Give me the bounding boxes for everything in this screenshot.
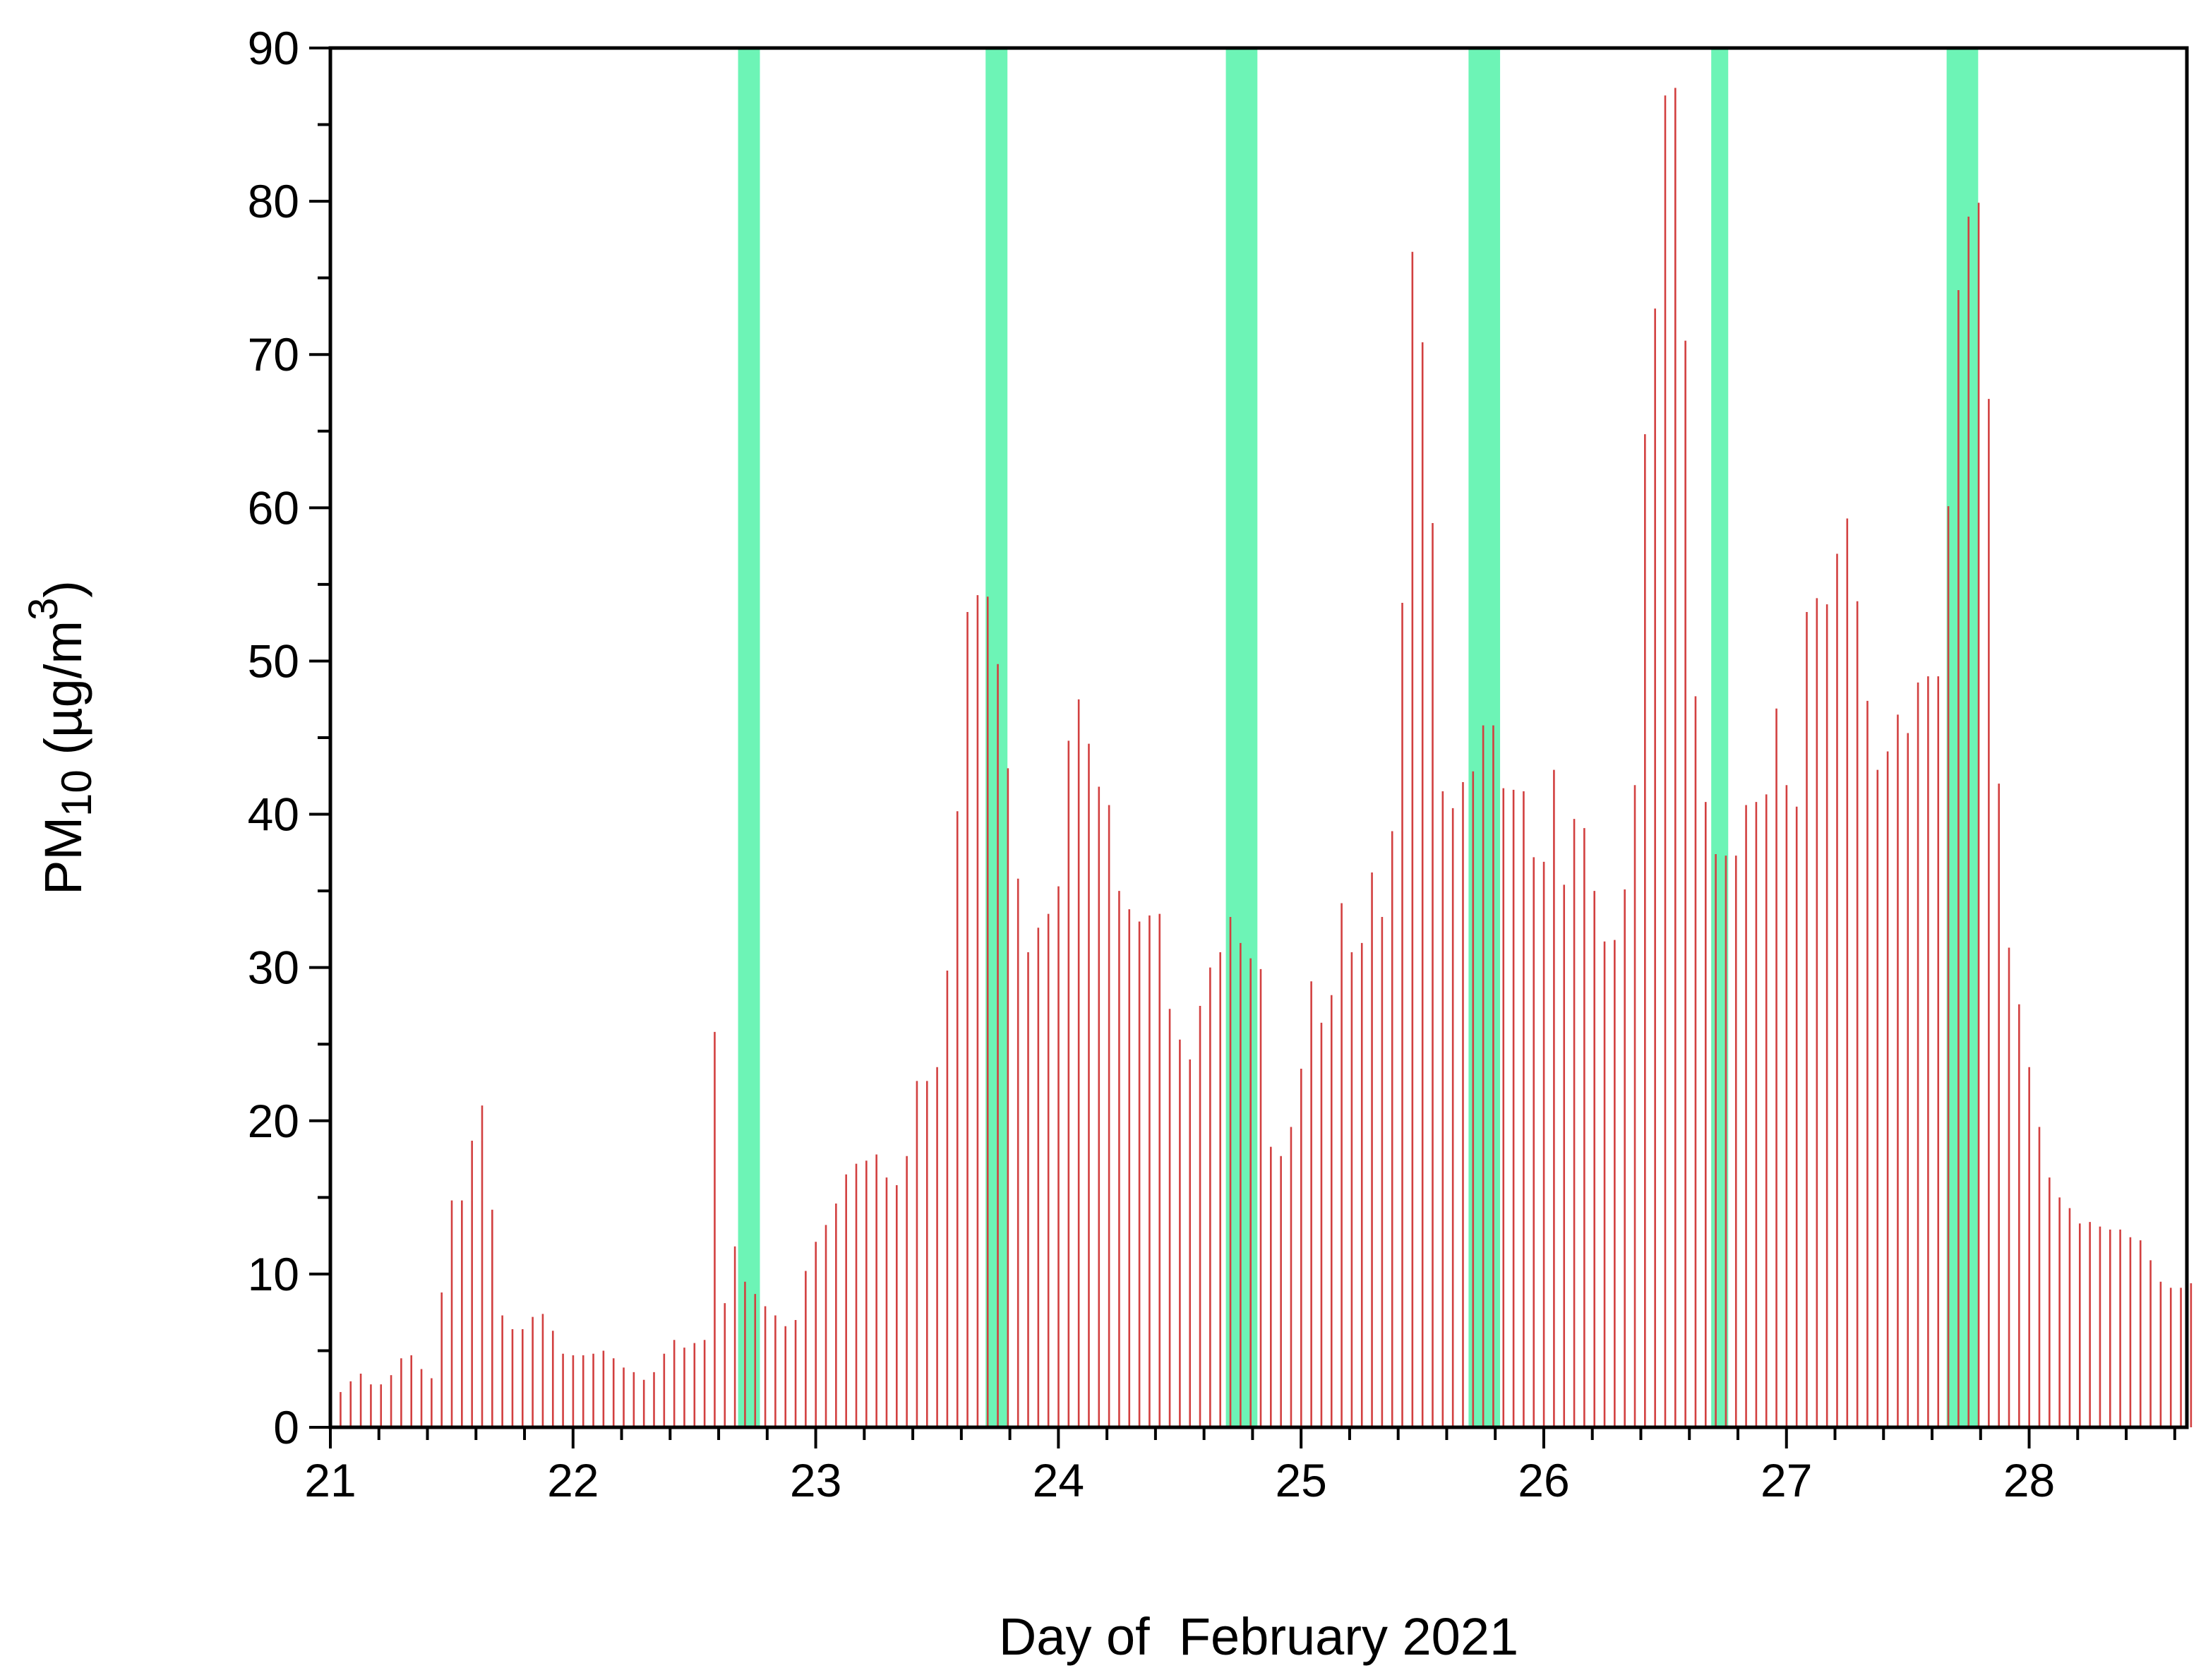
x-tick-label: 25 <box>1275 1454 1326 1506</box>
shaded-band-5 <box>1946 48 1979 1427</box>
y-tick-label: 60 <box>248 481 299 534</box>
y-tick-label: 70 <box>248 328 299 380</box>
y-tick-label: 90 <box>248 22 299 74</box>
x-tick-label: 22 <box>547 1454 599 1506</box>
x-axis-title: Day of February 2021 <box>999 1607 1518 1666</box>
y-axis: 0 10 20 30 40 50 60 70 80 90 <box>248 22 330 1453</box>
y-axis-title-unit-open: (µg/m <box>34 620 92 769</box>
x-axis: 21 22 23 24 25 26 27 28 <box>304 1427 2176 1506</box>
y-tick-label: 40 <box>248 788 299 841</box>
y-tick-label: 80 <box>248 175 299 227</box>
y-axis-title-superscript: 3 <box>20 598 66 620</box>
x-tick-label: 21 <box>304 1454 356 1506</box>
y-tick-label: 50 <box>248 635 299 687</box>
y-axis-title-unit-close: ) <box>34 580 92 598</box>
x-tick-label: 26 <box>1518 1454 1569 1506</box>
x-tick-label: 28 <box>2003 1454 2055 1506</box>
bars <box>340 88 2193 1427</box>
shaded-band-0 <box>738 48 760 1427</box>
y-axis-title: PM10 (µg/m3) <box>20 580 100 895</box>
x-tick-label: 24 <box>1033 1454 1084 1506</box>
y-axis-title-subscript: 10 <box>53 769 100 817</box>
y-axis-title-prefix: PM <box>34 817 92 895</box>
y-tick-label: 0 <box>273 1401 299 1453</box>
shaded-bands <box>738 48 1979 1427</box>
shaded-band-1 <box>985 48 1008 1427</box>
x-tick-label: 23 <box>790 1454 841 1506</box>
y-tick-label: 20 <box>248 1095 299 1147</box>
x-tick-label: 27 <box>1761 1454 1812 1506</box>
y-tick-label: 30 <box>248 942 299 994</box>
y-tick-label: 10 <box>248 1248 299 1300</box>
